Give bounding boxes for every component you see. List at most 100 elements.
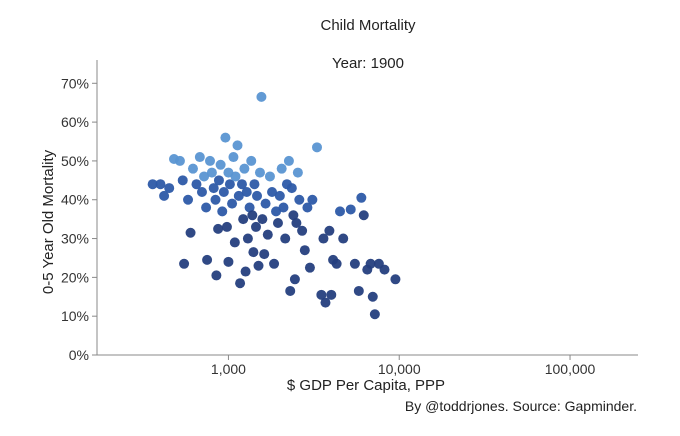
data-point [318,233,329,244]
data-point [241,186,252,197]
data-point [291,218,302,229]
data-point [278,202,289,213]
data-point [259,249,270,260]
data-point [196,186,207,197]
data-point [211,270,222,281]
data-point [285,285,296,296]
data-point [316,289,327,300]
y-tick-label: 70% [61,75,89,91]
data-point [304,262,315,273]
data-point [367,291,378,302]
data-point [289,274,300,285]
data-point [369,309,380,320]
data-point [294,194,305,205]
data-point [232,140,243,151]
data-point [250,221,261,232]
data-point [208,183,219,194]
data-point [353,285,364,296]
data-point [356,192,367,203]
data-point [302,202,313,213]
chart-title: Child Mortality [320,17,416,34]
data-point [297,225,308,236]
data-point [174,155,185,166]
data-point [335,206,346,217]
data-point [326,289,337,300]
y-axis-label: 0-5 Year Old Mortality [40,149,57,294]
data-point [206,167,217,178]
y-tick-label: 50% [61,153,89,169]
data-point [260,198,271,209]
data-point [349,258,360,269]
data-point [213,175,224,186]
chart-subtitle: Year: 1900 [332,55,404,72]
data-point [238,214,249,225]
data-point [159,190,170,201]
x-axis-ticks: 1,000 10,000 100,000 [211,355,596,377]
x-tick-label: 100,000 [545,361,596,377]
data-point [205,155,216,166]
data-point [365,258,376,269]
data-point [230,171,241,182]
data-point [256,91,267,102]
data-point [272,218,283,229]
data-point [324,225,335,236]
y-axis-ticks: 0% 10% 20% 30% 40% 50% 60% 70% [61,75,97,363]
x-axis-label: $ GDP Per Capita, PPP [287,377,445,394]
data-point [271,206,282,217]
y-tick-label: 0% [69,347,89,363]
data-point [257,214,268,225]
data-point [307,194,318,205]
data-point [338,233,349,244]
data-point [242,233,253,244]
data-point [252,190,263,201]
data-point [299,245,310,256]
data-point [147,179,158,190]
data-point [221,221,232,232]
y-tick-label: 60% [61,114,89,130]
data-point [274,190,285,201]
data-point [331,258,342,269]
data-point [288,210,299,221]
source-caption: By @toddrjones. Source: Gapminder. [405,398,637,414]
data-point [262,229,273,240]
data-point [179,258,190,269]
data-point [185,227,196,238]
x-tick-label: 1,000 [211,361,246,377]
data-point [320,297,331,308]
data-point [390,274,401,285]
data-point [213,223,224,234]
data-point [235,278,246,289]
data-point [194,152,205,163]
data-point [269,258,280,269]
data-point [253,260,264,271]
data-point [254,167,265,178]
data-point [264,171,275,182]
data-point [228,152,239,163]
data-point [164,183,175,194]
data-point [210,194,221,205]
data-point [223,256,234,267]
data-point [283,155,294,166]
data-point [280,233,291,244]
data-point [224,179,235,190]
data-point [191,179,202,190]
y-tick-label: 10% [61,308,89,324]
scatter-points [147,91,401,320]
data-point [358,210,369,221]
y-tick-label: 20% [61,269,89,285]
data-point [244,202,255,213]
data-point [218,186,229,197]
data-point [311,142,322,153]
data-point [177,175,188,186]
data-point [202,254,213,265]
data-point [248,247,259,258]
y-tick-label: 30% [61,231,89,247]
data-point [276,163,287,174]
data-point [247,210,258,221]
data-point [292,167,303,178]
data-point [236,179,247,190]
data-point [379,264,390,275]
data-point [345,204,356,215]
